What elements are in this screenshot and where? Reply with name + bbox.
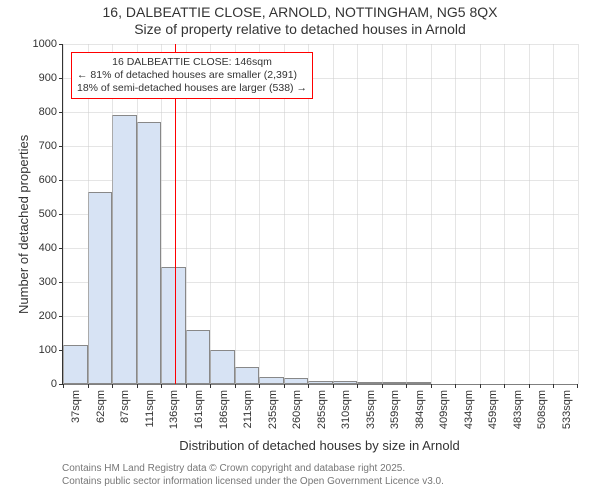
histogram-bar (210, 350, 235, 384)
histogram-bar (63, 345, 88, 384)
x-tick-label: 359sqm (389, 390, 401, 429)
x-tick-label: 260sqm (291, 390, 303, 429)
x-tick-label: 335sqm (365, 390, 377, 429)
x-tick-label: 285sqm (316, 390, 328, 429)
y-gridline (63, 384, 578, 385)
y-tick-label: 300 (27, 276, 57, 288)
y-tick-label: 500 (27, 208, 57, 220)
histogram-bar (333, 381, 358, 384)
x-tick-label: 409sqm (438, 390, 450, 429)
x-tick-mark (431, 384, 432, 388)
y-tick-label: 100 (27, 344, 57, 356)
histogram-bar (161, 267, 186, 384)
x-tick-mark (259, 384, 260, 388)
y-tick-label: 0 (27, 378, 57, 390)
x-tick-label: 235sqm (267, 390, 279, 429)
chart-plot-area: 0100200300400500600700800900100037sqm62s… (62, 44, 578, 385)
x-tick-mark (210, 384, 211, 388)
histogram-bar (137, 122, 162, 384)
y-axis-label: Number of detached properties (16, 135, 31, 314)
x-tick-mark (333, 384, 334, 388)
x-tick-label: 136sqm (168, 390, 180, 429)
x-gridline (357, 44, 358, 384)
x-tick-mark (357, 384, 358, 388)
x-tick-mark (308, 384, 309, 388)
x-axis-label: Distribution of detached houses by size … (62, 438, 577, 453)
x-tick-label: 508sqm (536, 390, 548, 429)
histogram-bar (235, 367, 260, 384)
x-gridline (382, 44, 383, 384)
x-tick-label: 186sqm (218, 390, 230, 429)
annotation-line: ← 81% of detached houses are smaller (2,… (77, 69, 307, 82)
annotation-line: 16 DALBEATTIE CLOSE: 146sqm (77, 56, 307, 69)
histogram-bar (186, 330, 211, 384)
histogram-bar (357, 382, 382, 384)
x-tick-mark (284, 384, 285, 388)
histogram-bar (259, 377, 284, 384)
x-tick-mark (480, 384, 481, 388)
x-tick-label: 459sqm (487, 390, 499, 429)
x-tick-mark (137, 384, 138, 388)
x-tick-mark (553, 384, 554, 388)
x-tick-label: 62sqm (95, 390, 107, 423)
y-tick-label: 900 (27, 72, 57, 84)
x-tick-label: 533sqm (561, 390, 573, 429)
x-tick-mark (235, 384, 236, 388)
x-tick-mark (455, 384, 456, 388)
x-tick-label: 161sqm (193, 390, 205, 429)
x-gridline (504, 44, 505, 384)
x-gridline (480, 44, 481, 384)
x-tick-label: 111sqm (144, 390, 156, 428)
x-tick-mark (577, 384, 578, 388)
histogram-bar (308, 381, 333, 384)
x-gridline (63, 44, 64, 384)
histogram-bar (112, 115, 137, 384)
y-tick-label: 700 (27, 140, 57, 152)
chart-title-line2: Size of property relative to detached ho… (0, 21, 600, 38)
x-tick-label: 384sqm (414, 390, 426, 429)
x-tick-label: 211sqm (242, 390, 254, 428)
x-gridline (553, 44, 554, 384)
histogram-bar (382, 382, 407, 384)
x-tick-mark (63, 384, 64, 388)
footer-line2: Contains public sector information licen… (62, 475, 444, 488)
y-tick-label: 800 (27, 106, 57, 118)
x-tick-mark (382, 384, 383, 388)
x-tick-label: 310sqm (340, 390, 352, 429)
x-tick-mark (88, 384, 89, 388)
x-gridline (529, 44, 530, 384)
x-tick-mark (186, 384, 187, 388)
x-gridline (431, 44, 432, 384)
chart-title-line1: 16, DALBEATTIE CLOSE, ARNOLD, NOTTINGHAM… (0, 4, 600, 21)
histogram-bar (406, 382, 431, 384)
footer-line1: Contains HM Land Registry data © Crown c… (62, 462, 444, 475)
y-tick-label: 1000 (27, 38, 57, 50)
y-gridline (63, 112, 578, 113)
y-gridline (63, 44, 578, 45)
x-gridline (333, 44, 334, 384)
x-tick-mark (406, 384, 407, 388)
x-gridline (455, 44, 456, 384)
x-tick-label: 483sqm (512, 390, 524, 429)
y-tick-label: 400 (27, 242, 57, 254)
histogram-bar (284, 378, 309, 384)
x-tick-mark (504, 384, 505, 388)
chart-footer: Contains HM Land Registry data © Crown c… (62, 462, 444, 488)
annotation-line: 18% of semi-detached houses are larger (… (77, 82, 307, 95)
chart-title-block: 16, DALBEATTIE CLOSE, ARNOLD, NOTTINGHAM… (0, 4, 600, 38)
y-tick-label: 200 (27, 310, 57, 322)
annotation-box: 16 DALBEATTIE CLOSE: 146sqm← 81% of deta… (71, 52, 313, 99)
x-gridline (578, 44, 579, 384)
x-tick-label: 87sqm (119, 390, 131, 423)
x-tick-mark (112, 384, 113, 388)
x-tick-mark (529, 384, 530, 388)
histogram-bar (88, 192, 113, 384)
x-tick-label: 37sqm (70, 390, 82, 423)
x-tick-label: 434sqm (463, 390, 475, 429)
y-tick-label: 600 (27, 174, 57, 186)
x-gridline (406, 44, 407, 384)
x-tick-mark (161, 384, 162, 388)
